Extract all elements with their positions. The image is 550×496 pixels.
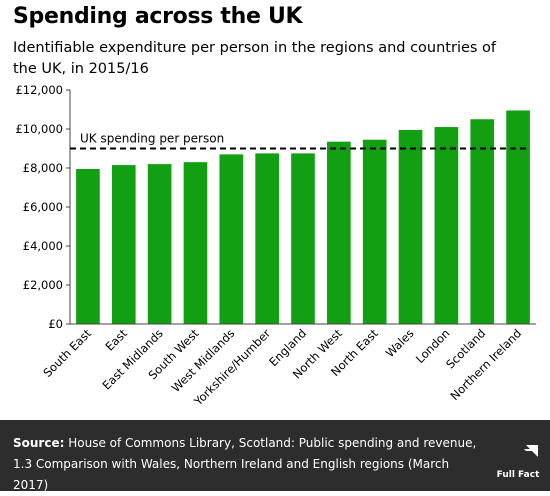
- bar: [470, 119, 495, 324]
- y-tick-label: £12,000: [15, 83, 63, 97]
- bar: [76, 168, 100, 324]
- y-tick-label: £2,000: [23, 278, 63, 292]
- bar: [219, 154, 244, 324]
- y-tick-label: £6,000: [23, 200, 63, 214]
- x-tick-label: West Midlands: [169, 326, 238, 395]
- bar: [362, 139, 387, 324]
- y-tick-label: £4,000: [23, 239, 63, 253]
- bar: [111, 165, 136, 324]
- source-text: Source: House of Commons Library, Scotla…: [13, 433, 483, 496]
- source-footer: Source: House of Commons Library, Scotla…: [0, 420, 550, 492]
- y-tick-label: £0: [48, 317, 63, 331]
- bar: [327, 141, 351, 324]
- bar: [506, 110, 530, 324]
- x-tick-label: South East: [40, 326, 94, 380]
- bar: [255, 153, 279, 324]
- reference-line-label: UK spending per person: [80, 132, 224, 146]
- x-tick-label: Wales: [383, 326, 417, 360]
- chart-subtitle: Identifiable expenditure per person in t…: [13, 40, 497, 77]
- bar: [291, 153, 315, 324]
- bar: [183, 162, 208, 324]
- bar: [434, 127, 459, 324]
- bar-chart: £0 £2,000 £4,000 £6,000 £8,000 £10,000 £12,000…: [15, 83, 536, 409]
- source-citation: House of Commons Library, Scotland: Publ…: [13, 436, 477, 492]
- y-tick-label: £8,000: [23, 161, 63, 175]
- x-tick-label: East: [102, 326, 130, 354]
- full-fact-logo: Full Fact: [497, 445, 540, 480]
- bar: [147, 164, 172, 324]
- svg-text:Full Fact: Full Fact: [497, 470, 540, 480]
- bar: [398, 129, 423, 324]
- y-tick-label: £10,000: [15, 122, 63, 136]
- chart-title: Spending across the UK: [13, 4, 303, 29]
- source-label: Source:: [13, 436, 65, 450]
